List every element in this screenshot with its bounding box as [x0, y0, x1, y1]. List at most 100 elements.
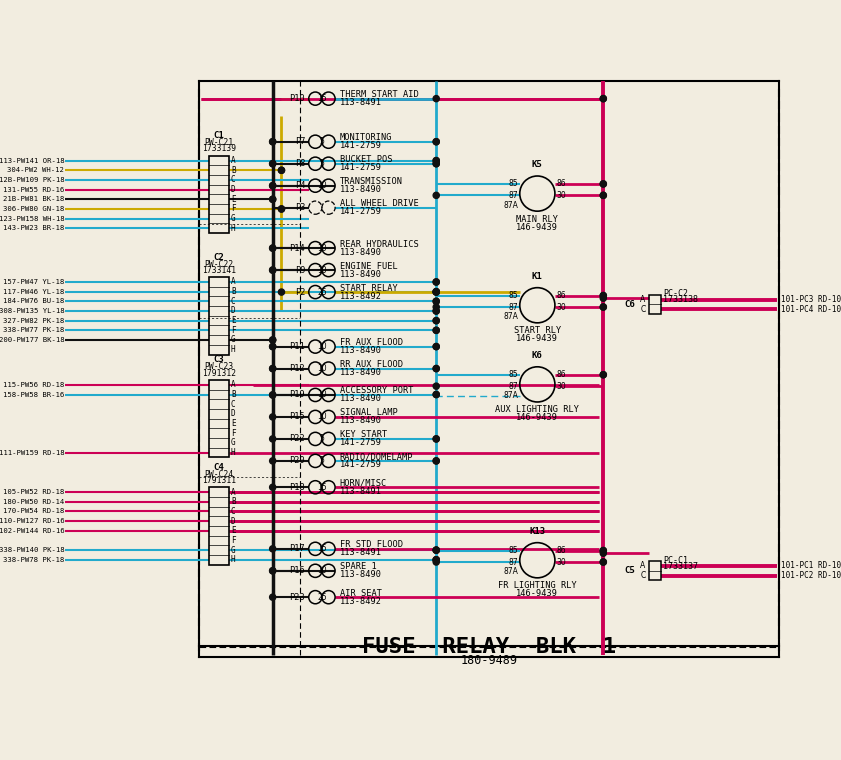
- Text: C: C: [231, 507, 235, 516]
- Circle shape: [433, 96, 439, 102]
- Text: C6: C6: [624, 300, 635, 309]
- Text: PW-C22: PW-C22: [204, 260, 234, 268]
- Text: 157-PW47 YL-18: 157-PW47 YL-18: [3, 279, 64, 285]
- Circle shape: [433, 289, 439, 295]
- Circle shape: [270, 435, 276, 442]
- Text: 86: 86: [557, 291, 566, 300]
- Text: G: G: [231, 546, 235, 555]
- Text: 1733137: 1733137: [663, 562, 698, 571]
- Text: P2: P2: [294, 287, 305, 296]
- Text: 101-PC2 RD-10: 101-PC2 RD-10: [781, 571, 841, 580]
- Text: 113-8492: 113-8492: [340, 597, 382, 606]
- Text: 117-PW46 YL-18: 117-PW46 YL-18: [3, 289, 64, 295]
- Circle shape: [433, 318, 439, 324]
- Text: 10: 10: [317, 413, 327, 422]
- Text: B: B: [231, 166, 235, 175]
- Text: 86: 86: [557, 546, 566, 555]
- Text: F: F: [231, 326, 235, 335]
- Circle shape: [433, 298, 439, 305]
- Text: D: D: [231, 306, 235, 315]
- Text: 141-2759: 141-2759: [340, 141, 382, 150]
- Text: 141-2759: 141-2759: [340, 207, 382, 216]
- Circle shape: [270, 337, 276, 343]
- Text: C: C: [231, 297, 235, 306]
- Text: SPARE 1: SPARE 1: [340, 562, 376, 572]
- Circle shape: [270, 182, 276, 188]
- Text: E: E: [231, 419, 235, 428]
- Circle shape: [433, 547, 439, 553]
- Circle shape: [270, 160, 276, 166]
- Text: 25: 25: [317, 287, 327, 296]
- Text: 30: 30: [557, 382, 567, 391]
- Text: HORN/MISC: HORN/MISC: [340, 479, 387, 488]
- Circle shape: [433, 308, 439, 314]
- Text: F: F: [231, 429, 235, 438]
- Text: 113-8490: 113-8490: [340, 185, 382, 194]
- Text: 12B-PW109 PK-18: 12B-PW109 PK-18: [0, 177, 64, 183]
- Circle shape: [270, 458, 276, 464]
- Text: P18: P18: [289, 483, 305, 492]
- Circle shape: [270, 337, 276, 343]
- Text: RADIO/DOMELAMP: RADIO/DOMELAMP: [340, 452, 413, 461]
- Text: RR AUX FLOOD: RR AUX FLOOD: [340, 360, 403, 369]
- Circle shape: [600, 293, 606, 299]
- Circle shape: [433, 298, 439, 305]
- Text: 338-PW140 PK-18: 338-PW140 PK-18: [0, 547, 64, 553]
- Text: A: A: [640, 295, 646, 304]
- Text: 5: 5: [320, 138, 325, 146]
- Text: P23: P23: [289, 593, 305, 602]
- Text: 113-8490: 113-8490: [340, 570, 382, 579]
- Text: 101-PC4 RD-10: 101-PC4 RD-10: [781, 305, 841, 314]
- Text: 141-2759: 141-2759: [340, 439, 382, 448]
- Text: P12: P12: [289, 364, 305, 373]
- Text: P22: P22: [289, 435, 305, 443]
- Text: START RELAY: START RELAY: [340, 283, 397, 293]
- Text: 30: 30: [557, 558, 567, 566]
- Text: 308-PW135 YL-18: 308-PW135 YL-18: [0, 308, 64, 314]
- Circle shape: [270, 160, 276, 166]
- Text: C: C: [231, 176, 235, 185]
- Text: PW-C24: PW-C24: [204, 470, 234, 479]
- Text: PW-C21: PW-C21: [204, 138, 234, 147]
- Text: 1791311: 1791311: [202, 476, 236, 485]
- Text: 15: 15: [317, 483, 327, 492]
- Text: 113-8490: 113-8490: [340, 368, 382, 377]
- Text: 115-PW56 RD-18: 115-PW56 RD-18: [3, 382, 64, 388]
- Text: 87: 87: [508, 558, 518, 566]
- Text: P4: P4: [294, 181, 305, 190]
- Text: 5: 5: [320, 159, 325, 168]
- Circle shape: [433, 328, 439, 334]
- Circle shape: [600, 192, 606, 198]
- Text: H: H: [231, 345, 235, 354]
- Text: P8: P8: [294, 159, 305, 168]
- Bar: [209, 487, 229, 565]
- Text: 21B-PW81 BK-18: 21B-PW81 BK-18: [3, 196, 64, 202]
- Text: START RLY: START RLY: [514, 326, 561, 335]
- Circle shape: [433, 366, 439, 372]
- Text: TRANSMISSION: TRANSMISSION: [340, 177, 403, 186]
- Text: K5: K5: [532, 160, 542, 169]
- Circle shape: [433, 391, 439, 397]
- Text: PW-C23: PW-C23: [204, 363, 234, 372]
- Circle shape: [433, 308, 439, 314]
- Text: P14: P14: [289, 244, 305, 252]
- Text: 141-2759: 141-2759: [340, 163, 382, 173]
- Text: G: G: [231, 439, 235, 448]
- Circle shape: [600, 547, 606, 553]
- Text: 327-PW82 PK-18: 327-PW82 PK-18: [3, 318, 64, 324]
- Circle shape: [270, 245, 276, 252]
- Circle shape: [600, 547, 606, 553]
- Circle shape: [270, 138, 276, 145]
- Text: 87: 87: [508, 382, 518, 391]
- Circle shape: [433, 157, 439, 163]
- Circle shape: [270, 414, 276, 420]
- Text: C1: C1: [214, 131, 225, 140]
- Text: AUX LIGHTING RLY: AUX LIGHTING RLY: [495, 406, 579, 414]
- Circle shape: [433, 304, 439, 310]
- Text: 1733141: 1733141: [202, 266, 236, 274]
- Text: PC-C2: PC-C2: [663, 290, 688, 299]
- Text: 338-PW78 PK-18: 338-PW78 PK-18: [3, 557, 64, 563]
- Circle shape: [270, 196, 276, 202]
- Circle shape: [433, 458, 439, 464]
- Text: 85: 85: [508, 546, 518, 555]
